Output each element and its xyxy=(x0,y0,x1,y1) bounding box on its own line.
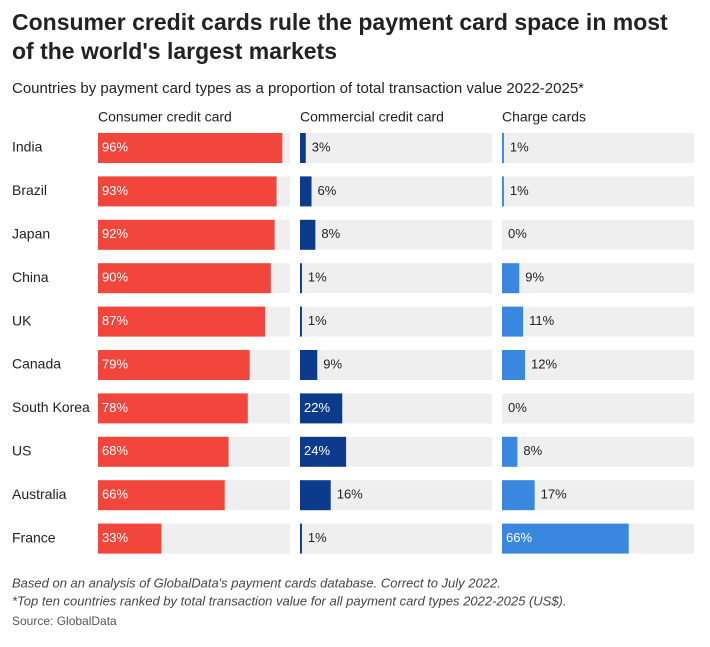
category-label: Australia xyxy=(12,486,67,502)
bar xyxy=(300,306,302,337)
category-label: China xyxy=(12,269,49,285)
bar xyxy=(98,263,271,294)
note: Based on an analysis of GlobalData's pay… xyxy=(12,575,501,590)
value-label: 8% xyxy=(321,226,340,241)
value-label: 0% xyxy=(508,400,527,415)
value-label: 0% xyxy=(508,226,527,241)
chart-title: Consumer credit cards rule the payment c… xyxy=(12,9,668,35)
bar-track xyxy=(502,306,694,337)
category-label: UK xyxy=(12,312,32,328)
value-label: 93% xyxy=(102,183,128,198)
category-label: Brazil xyxy=(12,182,47,198)
bar xyxy=(98,523,162,554)
value-label: 1% xyxy=(308,530,327,545)
value-label: 87% xyxy=(102,313,128,328)
bar xyxy=(502,480,535,511)
bar xyxy=(98,393,248,424)
bar xyxy=(300,480,331,511)
bar xyxy=(300,176,312,207)
value-label: 92% xyxy=(102,226,128,241)
bar xyxy=(98,350,250,380)
category-label: France xyxy=(12,529,56,545)
value-label: 79% xyxy=(102,356,128,371)
bar xyxy=(98,176,277,207)
value-label: 9% xyxy=(323,356,342,371)
bar-track xyxy=(300,263,492,294)
value-label: 1% xyxy=(510,139,529,154)
value-label: 3% xyxy=(312,139,331,154)
value-label: 78% xyxy=(102,400,128,415)
value-label: 1% xyxy=(510,183,529,198)
source: Source: GlobalData xyxy=(12,614,117,628)
bar xyxy=(300,436,347,467)
value-label: 16% xyxy=(337,487,363,502)
category-label: Canada xyxy=(12,356,61,372)
bar xyxy=(98,436,229,467)
value-label: 1% xyxy=(308,313,327,328)
value-label: 12% xyxy=(531,356,557,371)
bar-track xyxy=(300,133,492,163)
bar xyxy=(98,480,225,511)
value-label: 96% xyxy=(102,139,128,154)
value-label: 9% xyxy=(525,270,544,285)
legend-label: Consumer credit card xyxy=(98,109,232,125)
value-label: 66% xyxy=(102,487,128,502)
bar xyxy=(98,306,266,337)
value-label: 17% xyxy=(541,487,567,502)
value-label: 66% xyxy=(506,530,532,545)
value-label: 8% xyxy=(523,443,542,458)
bar xyxy=(502,436,518,467)
note: *Top ten countries ranked by total trans… xyxy=(12,593,567,608)
category-label: Japan xyxy=(12,226,50,242)
bar xyxy=(502,523,629,554)
bar xyxy=(502,306,524,337)
category-label: US xyxy=(12,443,31,459)
bar xyxy=(300,219,316,250)
value-label: 1% xyxy=(308,270,327,285)
value-label: 90% xyxy=(102,270,128,285)
bar xyxy=(502,176,504,207)
bar-track xyxy=(502,350,694,380)
value-label: 33% xyxy=(102,530,128,545)
bar-track xyxy=(502,393,694,424)
bar-track xyxy=(300,350,492,380)
bar-track xyxy=(300,176,492,207)
bar xyxy=(300,523,302,554)
bar-track xyxy=(300,306,492,337)
bar xyxy=(502,263,520,294)
bar-track xyxy=(300,219,492,250)
category-label: South Korea xyxy=(12,399,90,415)
value-label: 68% xyxy=(102,443,128,458)
bar xyxy=(300,350,318,380)
category-label: India xyxy=(12,139,43,155)
bar xyxy=(502,350,526,380)
value-label: 24% xyxy=(304,443,330,458)
bar-track xyxy=(502,263,694,294)
chart-subtitle: Countries by payment card types as a pro… xyxy=(12,80,584,97)
bar xyxy=(300,133,306,163)
bar xyxy=(98,219,275,250)
bar-track xyxy=(502,436,694,467)
bar-track xyxy=(300,480,492,511)
chart-title: of the world's largest markets xyxy=(12,38,337,64)
bar xyxy=(502,133,504,163)
bar xyxy=(300,263,302,294)
bar-track xyxy=(502,176,694,207)
legend-label: Charge cards xyxy=(502,109,586,125)
legend-label: Commercial credit card xyxy=(300,109,444,125)
value-label: 6% xyxy=(318,183,337,198)
value-label: 22% xyxy=(304,400,330,415)
value-label: 11% xyxy=(529,313,554,328)
bar xyxy=(98,133,283,163)
bar xyxy=(300,393,343,424)
bar-track xyxy=(300,523,492,554)
bar-track xyxy=(502,219,694,250)
bar-track xyxy=(502,133,694,163)
